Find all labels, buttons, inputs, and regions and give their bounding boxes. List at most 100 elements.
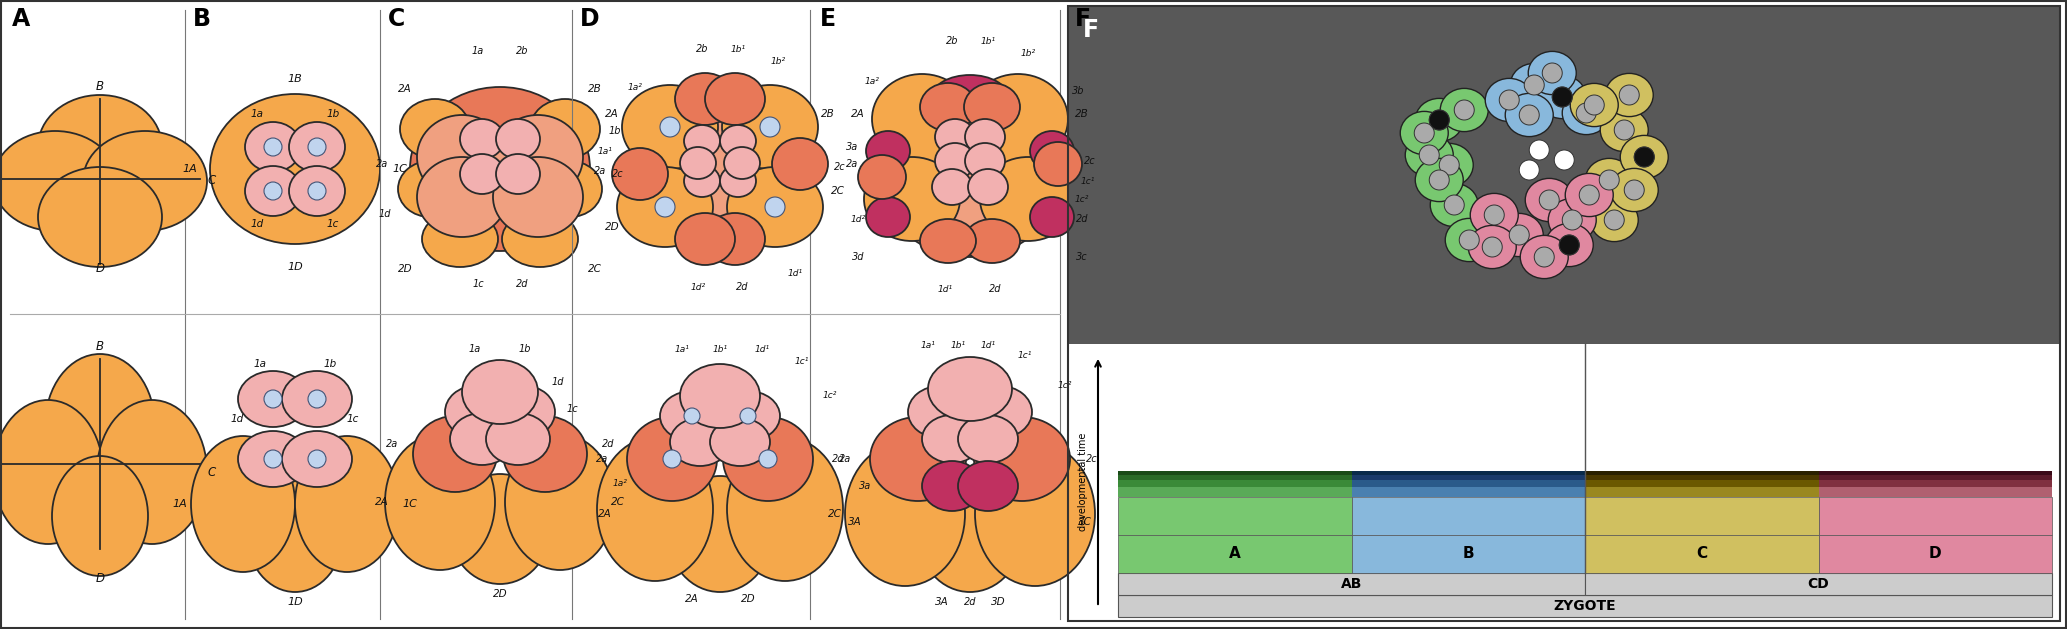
Text: 2A: 2A [684,594,699,604]
Circle shape [1625,180,1643,200]
Ellipse shape [918,476,1021,592]
Text: 2a: 2a [839,454,852,464]
Text: 1A: 1A [182,164,196,174]
Ellipse shape [1511,64,1559,106]
Text: 2C: 2C [831,186,845,196]
Circle shape [1559,235,1579,255]
Text: 1d: 1d [552,377,564,387]
Text: 3a: 3a [845,142,858,152]
Text: 3a: 3a [860,481,870,491]
Circle shape [1499,90,1519,110]
Ellipse shape [281,371,351,427]
Circle shape [1579,185,1600,205]
Text: 2a: 2a [593,166,606,176]
Ellipse shape [957,415,1019,463]
Ellipse shape [723,147,761,179]
Text: 2b: 2b [517,46,529,56]
Ellipse shape [1470,193,1519,237]
Circle shape [761,117,779,137]
Circle shape [265,138,281,156]
Ellipse shape [461,154,504,194]
Circle shape [1420,145,1439,165]
Circle shape [1635,147,1654,167]
Circle shape [1604,210,1625,230]
Ellipse shape [496,119,539,159]
Text: 1d¹: 1d¹ [788,269,802,279]
Circle shape [1552,87,1573,107]
Circle shape [1542,63,1563,83]
Circle shape [308,138,327,156]
Text: 2a: 2a [376,159,389,169]
Text: 2B: 2B [589,84,601,94]
Text: 1b¹: 1b¹ [730,45,746,53]
Bar [1585,475,1819,480]
Text: 1d²: 1d² [690,282,705,291]
Ellipse shape [622,85,717,169]
Circle shape [1583,95,1604,115]
Text: 1a¹: 1a¹ [597,147,612,155]
Bar [1118,487,1352,497]
Text: 1c¹: 1c¹ [1081,177,1096,186]
Circle shape [1519,105,1540,125]
Text: CD: CD [1809,577,1829,591]
Text: 2B: 2B [821,109,835,119]
Text: 3C: 3C [1079,517,1091,527]
Ellipse shape [296,436,399,572]
Ellipse shape [932,75,1009,119]
Text: 1a²: 1a² [628,82,643,91]
Ellipse shape [858,155,905,199]
Ellipse shape [705,213,765,265]
Circle shape [759,450,777,468]
Text: 1d: 1d [250,219,265,229]
Text: D: D [95,262,105,276]
Text: 1a: 1a [469,344,482,354]
Text: 2d: 2d [988,284,1000,294]
Ellipse shape [418,157,506,237]
Circle shape [1414,123,1434,143]
Ellipse shape [1610,169,1658,211]
Bar [1585,573,2053,595]
Text: 2d: 2d [831,454,843,464]
Bar [1585,535,1819,573]
Ellipse shape [709,418,771,466]
Ellipse shape [246,122,302,172]
Ellipse shape [1538,75,1585,119]
Ellipse shape [238,371,308,427]
Ellipse shape [246,476,343,592]
Bar [1118,535,1352,573]
Ellipse shape [1519,235,1569,279]
Ellipse shape [401,99,469,159]
Ellipse shape [872,74,971,164]
Text: 2d: 2d [736,282,748,292]
Circle shape [1618,85,1639,105]
Circle shape [1523,75,1544,95]
Ellipse shape [618,167,713,247]
Ellipse shape [494,115,583,199]
Text: B: B [95,340,103,352]
Bar [1352,480,1585,487]
Ellipse shape [957,461,1019,511]
Text: B: B [95,81,103,94]
Text: 2C: 2C [589,264,601,274]
Ellipse shape [1600,108,1647,152]
Ellipse shape [676,213,736,265]
Bar [1352,497,1585,535]
Ellipse shape [723,417,812,501]
Text: 1B: 1B [287,74,302,84]
Ellipse shape [976,442,1096,586]
Circle shape [1519,160,1540,180]
Ellipse shape [628,84,812,254]
Circle shape [1439,155,1459,175]
Text: 2d: 2d [1075,214,1087,224]
Ellipse shape [37,167,161,267]
Circle shape [1428,110,1449,130]
Ellipse shape [728,167,823,247]
Circle shape [1534,247,1554,267]
Ellipse shape [670,418,730,466]
Text: 2a: 2a [387,439,399,449]
Text: 1d: 1d [378,209,391,219]
Circle shape [1540,190,1559,210]
Text: 2b: 2b [947,36,959,46]
Bar [1585,487,1819,497]
Text: 1a¹: 1a¹ [674,345,690,353]
